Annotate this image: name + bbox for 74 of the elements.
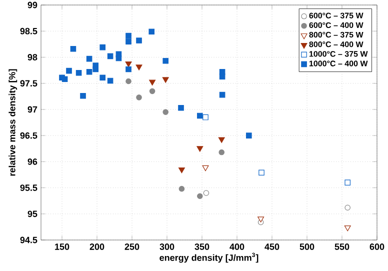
point [258,170,264,176]
x-tick-label: 300 [160,244,174,250]
point [62,76,68,82]
point [126,38,132,44]
legend-label: 800°C – 400 W [309,41,364,48]
y-tick-label: 95.5 [20,184,38,191]
point [66,68,72,74]
point [149,88,156,94]
legend-label: 800°C – 375 W [309,32,364,38]
point [76,70,82,76]
y-tick-label: 99 [28,2,38,8]
y-tick-label: 96 [28,158,38,165]
point [344,225,351,232]
x-tick-label: 200 [90,244,104,250]
x-tick-label: 400 [230,244,244,250]
x-tick-label: 250 [124,244,140,250]
point [203,190,210,196]
point [162,77,169,83]
point [178,186,185,192]
point [70,46,76,52]
point [149,80,156,86]
y-tick-label: 97 [28,106,38,113]
y-tick-label: 95 [28,210,38,218]
point [107,53,114,60]
point [202,165,209,172]
y-tick-label: 98 [28,54,38,60]
point [86,68,92,75]
point [136,94,142,100]
legend-label: 1000°C – 400 W [309,60,368,66]
point [126,78,132,84]
point [162,58,168,64]
point [344,204,350,211]
point [136,64,142,70]
point [197,112,203,119]
point [148,28,154,35]
x-tick-label: 450 [264,244,280,250]
x-tick-label: 550 [334,244,350,250]
point [219,92,226,98]
x-tick-label: 600 [370,244,384,250]
point [126,32,132,39]
point [100,74,106,80]
point [126,66,132,72]
point [219,74,226,80]
point [100,44,106,50]
point [136,38,142,44]
point [92,66,98,72]
x-tick-label: 150 [55,244,70,250]
x-tick-label: 350 [194,244,210,250]
y-tick-label: 96.5 [20,132,38,139]
x-axis-title: energy density [J/mm$^{3}$] [160,252,258,263]
point [246,132,252,138]
y-axis-title: relative mass density [%] [8,69,18,176]
point [178,104,184,111]
point [86,56,92,62]
legend-label: 600°C – 375 W [309,12,364,18]
point [162,109,168,115]
y-tick-label: 98.5 [20,28,38,34]
y-tick-label: 94.5 [20,236,38,244]
point [80,92,86,99]
point [125,61,132,68]
point [258,216,264,222]
x-tick-label: 500 [300,244,314,250]
y-tick-label: 97.5 [20,80,38,87]
point [116,55,122,62]
legend-label: 600°C – 400 W [309,22,364,28]
legend-label: 1000°C – 375 W [309,51,368,57]
point [107,78,114,84]
point [344,180,350,186]
point [196,146,204,152]
point [202,114,208,120]
point [178,168,185,174]
point [218,149,224,156]
point [197,193,203,200]
point [218,137,225,143]
